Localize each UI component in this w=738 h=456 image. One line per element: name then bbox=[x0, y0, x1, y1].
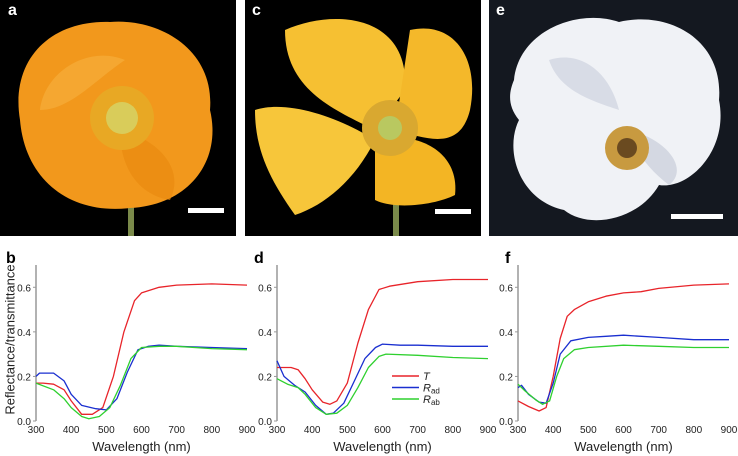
chart-d: 0.0 0.2 0.4 0.6 300 400 500 600 700 800 900 Wavelen… bbox=[258, 265, 497, 454]
panel-label-d: d bbox=[254, 250, 264, 267]
x-tick-label: 700 bbox=[409, 425, 426, 436]
series-T-line bbox=[36, 283, 248, 415]
chart-b: 0.0 0.2 0.4 0.6 300 400 500 600 700 800 900 Wavelen… bbox=[17, 265, 256, 454]
y-tick-label: 0.2 bbox=[258, 372, 272, 383]
legend-item-Rab: Rab bbox=[392, 394, 440, 407]
panel-label-e: e bbox=[496, 2, 505, 19]
panel-label-f: f bbox=[505, 250, 511, 267]
x-tick-label: 400 bbox=[63, 425, 80, 436]
x-tick-label: 600 bbox=[133, 425, 150, 436]
legend-item-Rad: Rad bbox=[392, 383, 440, 396]
y-tick-label: 0.0 bbox=[499, 417, 513, 428]
x-axis-label: Wavelength (nm) bbox=[92, 439, 191, 454]
x-tick-label: 900 bbox=[480, 425, 497, 436]
y-tick-label: 0.6 bbox=[499, 283, 513, 294]
y-tick-label: 0.0 bbox=[17, 417, 31, 428]
x-tick-label: 500 bbox=[339, 425, 356, 436]
legend-label: Rad bbox=[423, 383, 440, 396]
x-tick-label: 600 bbox=[615, 425, 632, 436]
y-tick-label: 0.4 bbox=[258, 328, 272, 339]
photo-yellow-poppy bbox=[245, 0, 481, 236]
series-Rab-line bbox=[517, 344, 729, 405]
y-tick-label: 0.4 bbox=[17, 328, 31, 339]
series-Rab-line bbox=[35, 345, 248, 420]
x-tick-label: 900 bbox=[721, 425, 738, 436]
y-tick-label: 0.2 bbox=[17, 372, 31, 383]
panel-label-c: c bbox=[252, 2, 261, 19]
panel-label-a: a bbox=[8, 2, 17, 19]
y-tick-label: 0.6 bbox=[258, 283, 272, 294]
series-Rad-line bbox=[35, 344, 248, 411]
photo-orange-poppy bbox=[0, 0, 236, 236]
series-T-line bbox=[277, 278, 488, 405]
y-tick-label: 0.2 bbox=[499, 372, 513, 383]
x-tick-label: 300 bbox=[269, 425, 286, 436]
x-tick-label: 900 bbox=[239, 425, 256, 436]
x-tick-label: 500 bbox=[580, 425, 597, 436]
x-tick-label: 700 bbox=[168, 425, 185, 436]
x-axis-label: Wavelength (nm) bbox=[333, 439, 432, 454]
y-tick-label: 0.6 bbox=[17, 283, 31, 294]
x-tick-label: 800 bbox=[444, 425, 461, 436]
x-axis-label: Wavelength (nm) bbox=[574, 439, 673, 454]
x-tick-label: 700 bbox=[650, 425, 667, 436]
x-tick-label: 300 bbox=[28, 425, 45, 436]
x-tick-label: 300 bbox=[510, 425, 527, 436]
legend-item-T: T bbox=[392, 371, 431, 383]
series-T-line bbox=[517, 283, 730, 412]
y-tick-label: 0.4 bbox=[499, 328, 513, 339]
x-tick-label: 600 bbox=[374, 425, 391, 436]
panel-label-b: b bbox=[6, 250, 16, 267]
x-tick-label: 500 bbox=[98, 425, 115, 436]
x-tick-label: 400 bbox=[545, 425, 562, 436]
chart-f: 0.0 0.2 0.4 0.6 300 400 500 600 700 800 900 Wavelen… bbox=[499, 265, 738, 454]
series-Rab-line bbox=[276, 353, 489, 415]
x-tick-label: 800 bbox=[685, 425, 702, 436]
x-tick-label: 800 bbox=[203, 425, 220, 436]
legend-label: Rab bbox=[423, 394, 440, 407]
photo-white-poppy bbox=[489, 0, 738, 236]
legend-label: T bbox=[423, 371, 431, 383]
x-tick-label: 400 bbox=[304, 425, 321, 436]
y-tick-label: 0.0 bbox=[258, 417, 272, 428]
